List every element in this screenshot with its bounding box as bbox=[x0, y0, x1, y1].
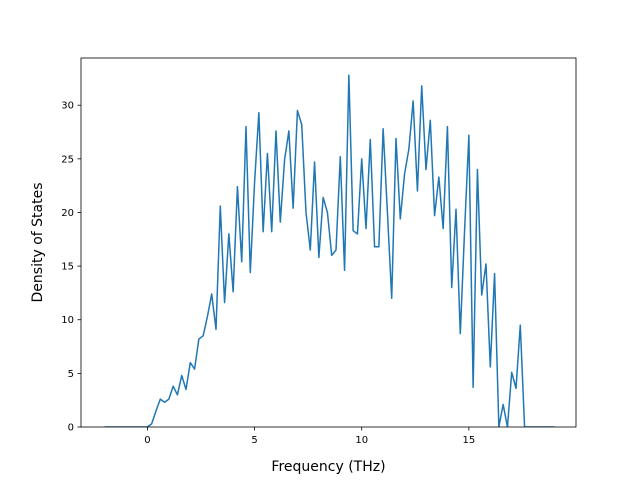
y-tick-label: 25 bbox=[61, 154, 74, 165]
plot-frame bbox=[80, 57, 577, 428]
x-tick-label: 15 bbox=[462, 435, 475, 446]
x-tick-label: 10 bbox=[355, 435, 368, 446]
data-line bbox=[104, 74, 555, 427]
x-axis-label: Frequency (THz) bbox=[271, 459, 385, 475]
y-tick-label: 0 bbox=[68, 423, 74, 434]
y-tick-label: 10 bbox=[61, 315, 74, 326]
y-tick-label: 20 bbox=[61, 208, 74, 219]
y-tick-label: 15 bbox=[61, 262, 74, 273]
y-axis-label: Density of States bbox=[30, 183, 46, 303]
y-tick-label: 5 bbox=[68, 369, 74, 380]
y-tick-label: 30 bbox=[61, 101, 74, 112]
x-tick-label: 5 bbox=[251, 435, 257, 446]
x-tick-label: 0 bbox=[144, 435, 150, 446]
